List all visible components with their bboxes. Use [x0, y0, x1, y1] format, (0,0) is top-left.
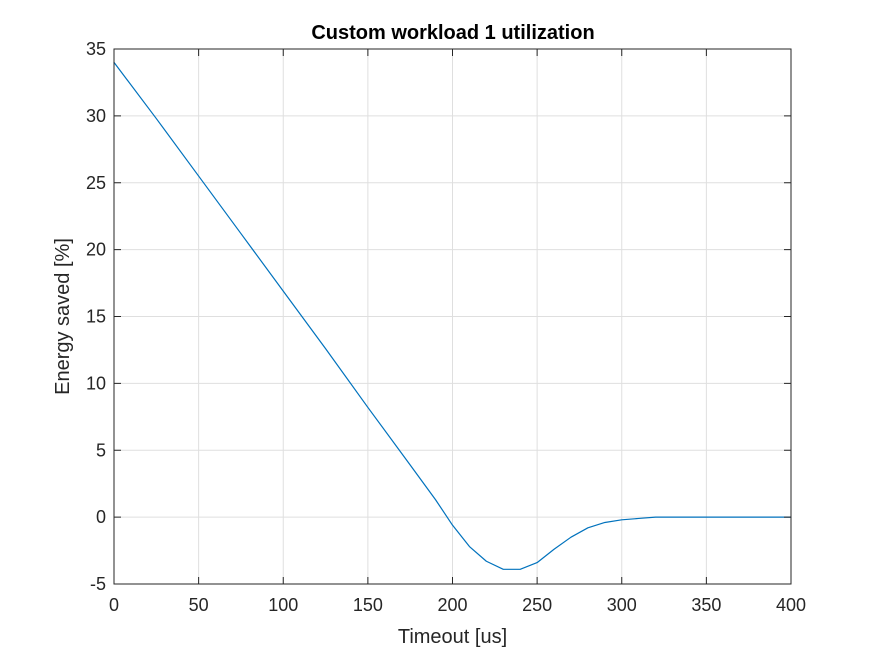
x-tick-label: 150 — [353, 595, 383, 615]
y-tick-labels: -5 0 5 10 15 20 25 30 35 — [86, 39, 106, 594]
x-tick-labels: 0 50 100 150 200 250 300 350 400 — [109, 595, 806, 615]
x-tick-label: 350 — [691, 595, 721, 615]
x-axis-label: Timeout [us] — [398, 626, 507, 648]
x-tick-label: 300 — [607, 595, 637, 615]
y-tick-label: 15 — [86, 307, 106, 327]
y-tick-label: -5 — [90, 574, 106, 594]
series-layer — [113, 61, 792, 570]
x-tick-label: 50 — [189, 595, 209, 615]
x-tick-label: 400 — [776, 595, 806, 615]
y-tick-label: 25 — [86, 173, 106, 193]
chart-title: Custom workload 1 utilization — [311, 22, 594, 44]
series-line — [113, 61, 792, 570]
x-tick-label: 250 — [522, 595, 552, 615]
y-tick-label: 5 — [96, 440, 106, 460]
x-tick-label: 0 — [109, 595, 119, 615]
y-axis-label: Energy saved [%] — [52, 238, 74, 395]
y-tick-label: 0 — [96, 507, 106, 527]
y-tick-label: 35 — [86, 39, 106, 59]
y-tick-label: 10 — [86, 373, 106, 393]
grid — [114, 49, 791, 584]
ticks — [113, 48, 792, 585]
y-tick-label: 20 — [86, 240, 106, 260]
y-tick-label: 30 — [86, 106, 106, 126]
x-tick-label: 200 — [437, 595, 467, 615]
x-tick-label: 100 — [268, 595, 298, 615]
